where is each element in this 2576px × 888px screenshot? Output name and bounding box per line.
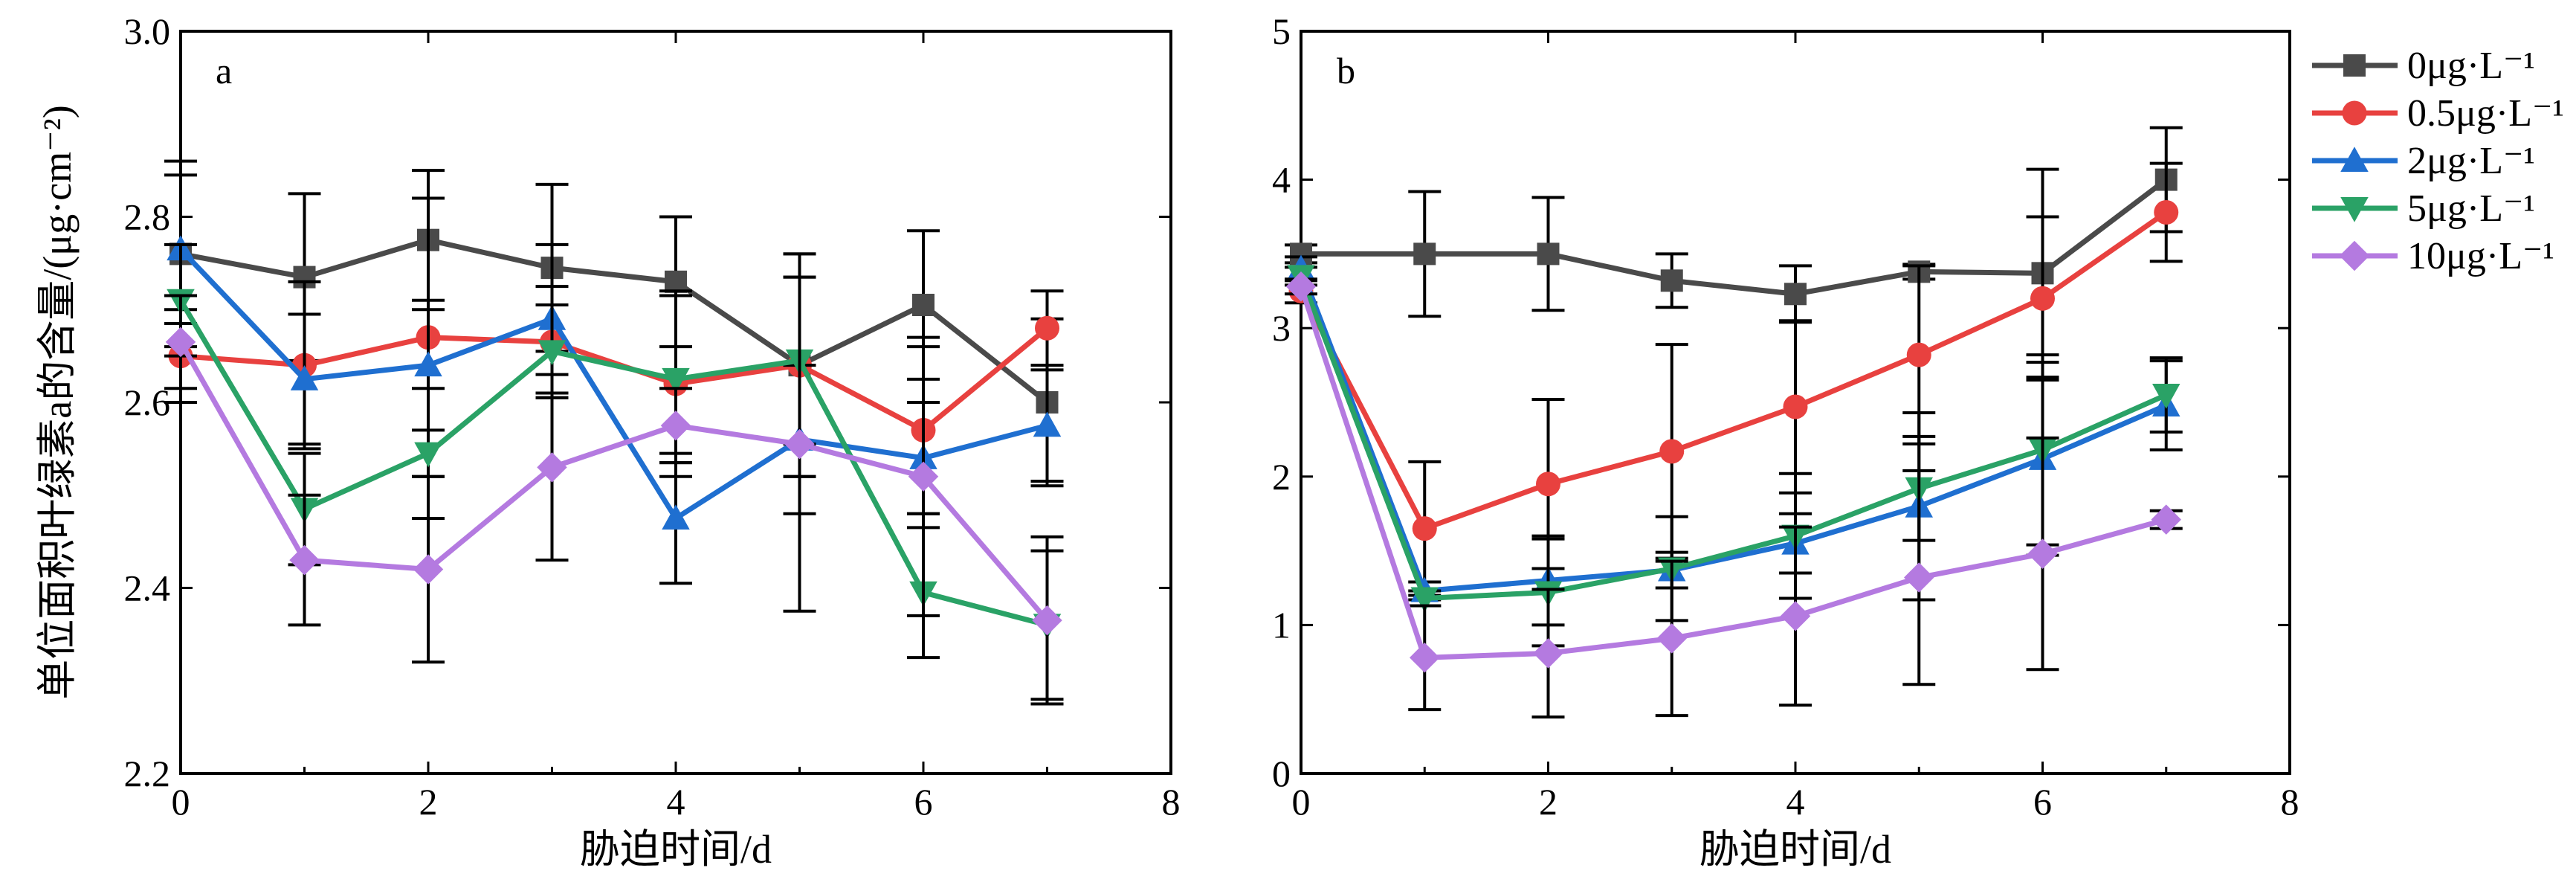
data-point — [1285, 271, 1317, 302]
data-point — [2154, 200, 2179, 225]
x-tick-label: 0 — [1292, 781, 1311, 823]
series-line — [1298, 275, 2168, 601]
data-point — [1537, 242, 1560, 266]
data-point — [2027, 538, 2058, 569]
data-point — [413, 554, 444, 585]
data-point — [2030, 286, 2055, 311]
x-tick-label: 6 — [914, 781, 933, 823]
series-1 — [1285, 161, 2183, 597]
y-tick-label: 3.0 — [124, 10, 171, 52]
data-point — [1032, 605, 1062, 636]
data-point — [1780, 601, 1811, 631]
legend: 0μg·L⁻¹ 0.5μg·L⁻¹ 2μg·L⁻¹ 5μg·L⁻¹ 10μg·L⁻¹ — [2312, 45, 2564, 277]
legend-label: 0.5μg·L⁻¹ — [2407, 92, 2564, 135]
y-tick-label: 4 — [1272, 159, 1291, 201]
panel-letter: a — [216, 50, 232, 91]
data-point — [1035, 315, 1059, 341]
data-point — [537, 452, 567, 483]
data-point — [1904, 562, 1934, 593]
data-point — [1410, 643, 1440, 673]
data-point — [414, 442, 442, 468]
x-axis-label: 胁迫时间/d — [1699, 827, 1891, 872]
series-line — [1298, 286, 2167, 660]
panel-b: 0 2 4 6 8 0 1 2 3 4 5 b 胁迫时间/d — [1272, 10, 2299, 872]
data-point — [289, 544, 320, 576]
data-point — [1033, 411, 1062, 437]
series-4 — [1285, 271, 2183, 719]
data-point — [1412, 516, 1437, 541]
legend-marker — [2339, 240, 2370, 271]
data-point — [1656, 623, 1687, 654]
series-0 — [1285, 126, 2183, 379]
y-tick-label: 2.4 — [124, 567, 171, 609]
x-tick-label: 2 — [1539, 781, 1557, 823]
data-point — [1659, 439, 1685, 464]
data-point — [784, 428, 815, 460]
y-tick-label: 1 — [1272, 604, 1291, 646]
data-point — [1413, 242, 1436, 266]
series-line — [1301, 177, 2168, 297]
data-point — [1783, 394, 1808, 419]
x-tick-label: 8 — [1162, 781, 1181, 823]
legend-label: 10μg·L⁻¹ — [2407, 235, 2554, 277]
data-point — [538, 340, 566, 366]
y-tick-label: 2.6 — [124, 382, 171, 423]
series-line — [178, 298, 1048, 628]
data-point — [290, 365, 319, 390]
x-tick-label: 6 — [2033, 781, 2052, 823]
legend-label: 5μg·L⁻¹ — [2407, 187, 2535, 230]
data-point — [912, 294, 934, 317]
legend-marker — [2340, 197, 2369, 222]
legend-marker — [2342, 100, 2367, 126]
series-line — [1298, 210, 2168, 532]
y-tick-label: 2.8 — [124, 196, 171, 238]
x-tick-label: 4 — [1786, 781, 1805, 823]
data-point — [1410, 587, 1439, 613]
data-point — [662, 504, 690, 530]
y-axis-label: 单位面积叶绿素a的含量/(μg·cm⁻²) — [35, 105, 80, 700]
x-tick-label: 8 — [2281, 781, 2299, 823]
data-point — [662, 367, 690, 393]
panel-a: 0 2 4 6 8 2.2 2.4 2.6 2.8 3.0 a 胁迫时间/d 单位面积叶绿素a的含量/(… — [35, 10, 1181, 872]
data-point — [165, 326, 196, 358]
x-tick-label: 0 — [172, 781, 190, 823]
series-4 — [164, 275, 1064, 706]
x-tick-label: 2 — [419, 781, 438, 823]
data-point — [2152, 384, 2180, 409]
data-point — [1784, 283, 1807, 306]
series-line — [178, 341, 1050, 622]
x-axis-label: 胁迫时间/d — [580, 827, 772, 872]
y-tick-label: 2 — [1272, 456, 1291, 498]
legend-marker — [2340, 147, 2369, 172]
series-line — [180, 237, 1049, 405]
y-tick-label: 3 — [1272, 307, 1291, 349]
y-tick-label: 0 — [1272, 753, 1291, 794]
legend-label: 0μg·L⁻¹ — [2407, 45, 2535, 87]
x-tick-label: 4 — [667, 781, 685, 823]
data-point — [1533, 638, 1563, 669]
legend-marker — [2343, 54, 2366, 77]
legend-label: 2μg·L⁻¹ — [2407, 140, 2535, 182]
y-tick-label: 2.2 — [124, 753, 171, 794]
data-point — [2151, 504, 2181, 535]
series-line — [178, 247, 1048, 521]
panel-letter: b — [1337, 50, 1355, 91]
data-point — [1906, 342, 1931, 367]
data-point — [1660, 269, 1683, 292]
data-point — [1536, 472, 1560, 497]
data-point — [908, 461, 939, 492]
series-line — [1298, 268, 2168, 593]
data-point — [414, 351, 442, 377]
data-point — [660, 410, 691, 441]
data-point — [665, 270, 687, 293]
y-tick-label: 5 — [1272, 10, 1291, 52]
